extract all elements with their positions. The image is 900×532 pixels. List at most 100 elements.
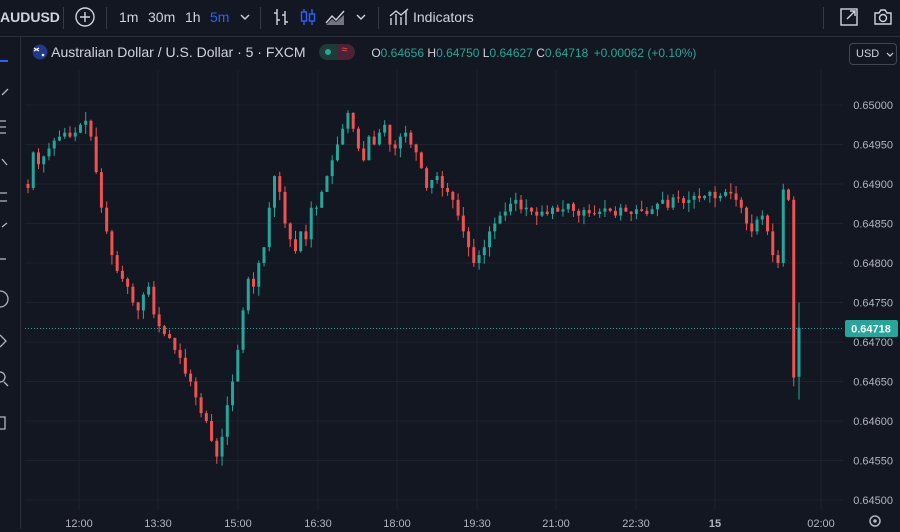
candle-body[interactable]	[708, 191, 712, 196]
candle-body[interactable]	[430, 180, 434, 188]
chevron-down-icon[interactable]	[236, 8, 254, 26]
candle-body[interactable]	[535, 211, 539, 216]
candle-body[interactable]	[697, 195, 701, 199]
candle-body[interactable]	[351, 112, 355, 129]
candle-body[interactable]	[619, 207, 623, 216]
candle-body[interactable]	[472, 247, 476, 263]
candle-body[interactable]	[99, 172, 103, 208]
candle-body[interactable]	[173, 338, 177, 350]
symbol-search[interactable]: AUDUSD	[0, 9, 60, 25]
candle-body[interactable]	[666, 199, 670, 208]
candle-body[interactable]	[47, 148, 51, 157]
candle-body[interactable]	[157, 314, 161, 327]
candle-body[interactable]	[398, 136, 402, 149]
candle-body[interactable]	[482, 247, 486, 256]
candle-body[interactable]	[388, 124, 392, 145]
settings-icon[interactable]	[869, 515, 881, 527]
candle-body[interactable]	[629, 211, 633, 215]
interval-1h[interactable]: 1h	[185, 9, 201, 25]
candle-body[interactable]	[162, 326, 166, 335]
candle-body[interactable]	[745, 207, 749, 224]
pattern-tool-icon[interactable]	[1, 158, 8, 166]
candle-body[interactable]	[571, 203, 575, 211]
candle-body[interactable]	[792, 199, 796, 378]
candle-body[interactable]	[425, 168, 429, 188]
candle-body[interactable]	[587, 210, 591, 214]
candle-body[interactable]	[63, 132, 67, 137]
candle-body[interactable]	[713, 191, 717, 199]
candle-body[interactable]	[493, 223, 497, 232]
candle-body[interactable]	[220, 436, 224, 457]
candle-body[interactable]	[456, 199, 460, 216]
candle-body[interactable]	[409, 132, 413, 145]
candle-body[interactable]	[68, 132, 72, 137]
candle-body[interactable]	[461, 215, 465, 232]
candle-body[interactable]	[377, 132, 381, 145]
candle-body[interactable]	[771, 231, 775, 256]
candle-body[interactable]	[676, 197, 680, 199]
candle-body[interactable]	[36, 152, 40, 165]
candle-body[interactable]	[94, 136, 98, 173]
interval-5m[interactable]: 5m	[210, 9, 230, 25]
bar-style-icon[interactable]	[270, 6, 292, 28]
trendline-tool-icon[interactable]	[1, 88, 9, 96]
candle-body[interactable]	[194, 381, 198, 398]
candle-body[interactable]	[210, 421, 214, 441]
indicators-icon[interactable]	[388, 6, 410, 28]
candle-body[interactable]	[509, 203, 513, 212]
candle-body[interactable]	[26, 184, 30, 188]
candle-body[interactable]	[89, 120, 93, 137]
candle-body[interactable]	[299, 231, 303, 252]
candle-body[interactable]	[514, 199, 518, 204]
candle-body[interactable]	[592, 213, 596, 215]
candle-body[interactable]	[257, 263, 261, 287]
candle-body[interactable]	[225, 405, 229, 437]
candle-body[interactable]	[671, 197, 675, 208]
candle-body[interactable]	[73, 132, 77, 137]
candle-body[interactable]	[498, 215, 502, 224]
candle-body[interactable]	[84, 120, 88, 125]
candle-body[interactable]	[613, 210, 617, 216]
candle-body[interactable]	[703, 195, 707, 199]
candle-body[interactable]	[335, 144, 339, 161]
candle-body[interactable]	[451, 191, 455, 200]
fib-tool-icon[interactable]	[0, 120, 6, 134]
candle-body[interactable]	[147, 286, 151, 295]
camera-icon[interactable]	[872, 6, 894, 28]
candle-body[interactable]	[231, 381, 235, 406]
candle-body[interactable]	[488, 231, 492, 248]
brush-tool-icon[interactable]	[1, 222, 8, 228]
candle-body[interactable]	[582, 210, 586, 216]
candle-body[interactable]	[561, 209, 565, 212]
candle-body[interactable]	[393, 144, 397, 149]
candle-body[interactable]	[189, 373, 193, 382]
candle-body[interactable]	[215, 440, 219, 457]
candle-body[interactable]	[168, 334, 172, 339]
candle-body[interactable]	[115, 255, 119, 271]
candle-body[interactable]	[341, 128, 345, 145]
projection-tool-icon[interactable]	[0, 192, 7, 202]
candle-body[interactable]	[755, 219, 759, 232]
candle-body[interactable]	[236, 349, 240, 382]
candle-body[interactable]	[776, 255, 780, 263]
candle-body[interactable]	[120, 270, 124, 279]
area-style-icon[interactable]	[324, 6, 346, 28]
candle-body[interactable]	[530, 207, 534, 212]
candle-body[interactable]	[477, 255, 481, 263]
pattern-circle-icon[interactable]	[0, 290, 9, 308]
market-status[interactable]: ≈	[319, 44, 356, 60]
candle-body[interactable]	[545, 211, 549, 215]
candle-body[interactable]	[314, 207, 318, 209]
candle-body[interactable]	[320, 191, 324, 208]
candle-body[interactable]	[603, 208, 607, 212]
candle-body[interactable]	[797, 327, 801, 377]
candle-body[interactable]	[404, 132, 408, 137]
candle-body[interactable]	[325, 176, 329, 192]
candle-body[interactable]	[467, 231, 471, 248]
candle-body[interactable]	[252, 278, 256, 287]
candle-body[interactable]	[519, 199, 523, 210]
lock-icon[interactable]	[0, 416, 6, 430]
indicators-button[interactable]: Indicators	[413, 9, 474, 25]
interval-30m[interactable]: 30m	[148, 9, 176, 25]
fullscreen-icon[interactable]	[838, 6, 860, 28]
